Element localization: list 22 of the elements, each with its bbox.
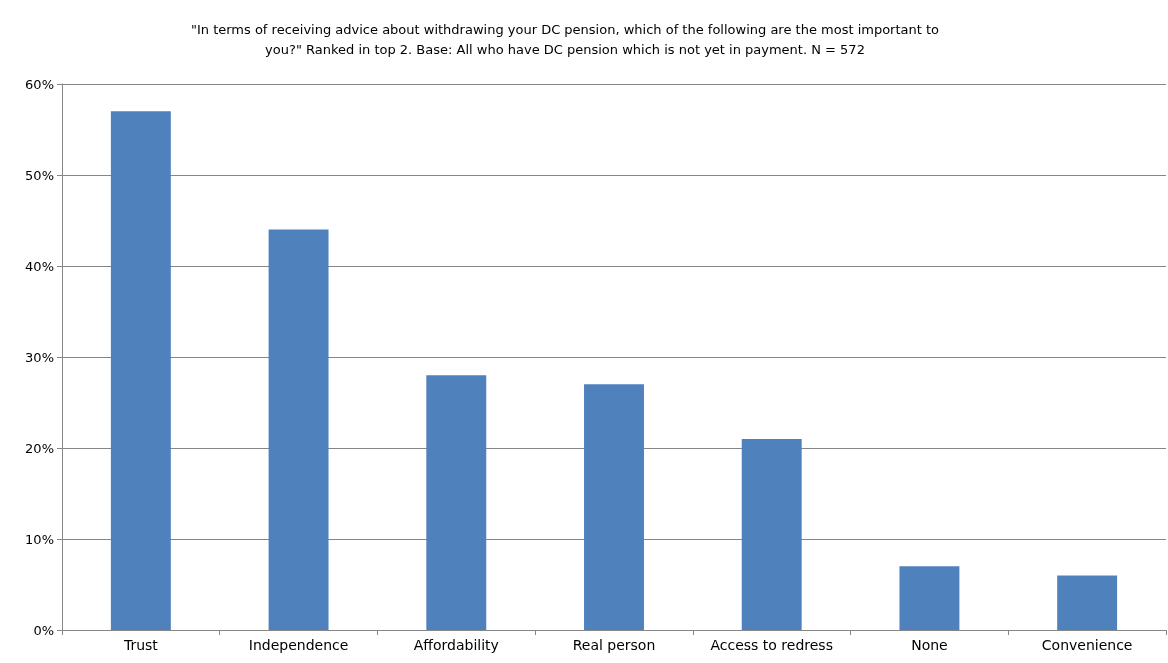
bar [268,229,329,630]
y-tick-label: 30% [25,349,54,365]
chart-title: "In terms of receiving advice about withdrawing your DC pension, which of the following are the most important to you?" Ranked in top 2. Base: All who have DC pension which is not yet in payment. N = 572 [190,21,940,57]
x-tick-label: Convenience [1041,637,1133,653]
bar [741,438,802,630]
x-tick-label: None [911,637,948,653]
y-tick-label: 0% [33,622,54,638]
x-tick-label: Trust [122,637,159,653]
bar [426,375,487,630]
x-tick-label: Independence [248,637,349,653]
x-tick-label: Real person [572,637,656,653]
y-tick-label: 60% [25,76,54,92]
y-tick-label: 10% [25,531,54,547]
bar [1057,575,1118,630]
y-tick-label: 50% [25,167,54,183]
bar [899,566,960,630]
x-tick-label: Affordability [413,637,499,653]
y-tick-label: 20% [25,440,54,456]
x-tick-label: Access to redress [710,637,833,653]
y-tick-label: 40% [25,258,54,274]
bar [110,111,171,630]
bar [584,384,644,630]
